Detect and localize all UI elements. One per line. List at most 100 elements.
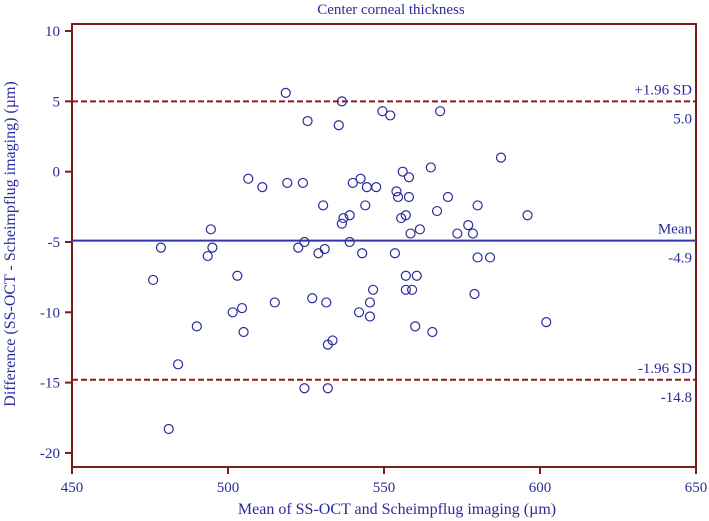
data-point xyxy=(405,228,416,239)
data-point xyxy=(541,317,552,328)
data-point xyxy=(403,191,415,203)
data-point xyxy=(427,326,438,338)
data-point xyxy=(327,335,338,346)
data-point xyxy=(282,177,293,189)
y-tick-label: -20 xyxy=(40,446,60,462)
data-point xyxy=(377,106,388,117)
data-point xyxy=(353,307,365,318)
data-point xyxy=(318,200,329,211)
data-point xyxy=(495,152,507,163)
data-point xyxy=(397,166,408,177)
data-point xyxy=(269,297,280,308)
data-point xyxy=(344,210,355,221)
data-point xyxy=(364,297,376,308)
data-point xyxy=(391,186,402,197)
data-point xyxy=(299,383,310,394)
data-point xyxy=(336,96,347,107)
data-point xyxy=(400,210,411,221)
y-axis-label: Difference (SS-OCT - Scheimpflug imaging… xyxy=(2,81,19,406)
data-point xyxy=(522,210,533,221)
data-point xyxy=(452,228,463,239)
y-tick-label: 10 xyxy=(45,24,60,40)
x-tick-label: 450 xyxy=(61,480,84,496)
data-point xyxy=(227,307,238,318)
data-point xyxy=(238,326,249,338)
x-tick-label: 550 xyxy=(373,480,396,496)
data-point xyxy=(467,228,479,239)
data-point xyxy=(313,248,324,259)
data-point xyxy=(435,106,446,117)
plot-area: 10 5 0 -5 -10 -15 -20 450 500 550 600 650 +1.96 SD 5.… xyxy=(40,23,708,496)
data-point xyxy=(367,284,379,295)
data-point xyxy=(355,173,366,184)
data-point xyxy=(472,200,483,211)
y-tick-label: 5 xyxy=(53,94,61,110)
data-point xyxy=(484,252,496,263)
data-point xyxy=(155,242,167,253)
data-point xyxy=(347,177,358,189)
data-point xyxy=(385,110,396,121)
data-point xyxy=(406,284,418,295)
data-point xyxy=(389,248,401,259)
chart-title: Center corneal thickness xyxy=(317,2,465,18)
data-point xyxy=(163,423,174,435)
data-point xyxy=(411,270,422,281)
reference-line-value: -4.9 xyxy=(668,251,692,267)
data-point xyxy=(344,236,355,248)
data-point xyxy=(321,297,332,308)
data-point xyxy=(360,200,371,211)
y-tick-label: 0 xyxy=(53,165,61,181)
data-point xyxy=(403,172,415,183)
data-point xyxy=(280,87,291,99)
data-point xyxy=(202,250,213,262)
x-tick-label: 650 xyxy=(685,480,708,496)
data-point xyxy=(307,293,318,304)
data-point xyxy=(293,242,304,253)
reference-line-value: 5.0 xyxy=(673,111,692,127)
x-tick-label: 600 xyxy=(529,480,552,496)
data-point xyxy=(333,120,344,131)
data-point xyxy=(148,274,159,286)
data-point xyxy=(297,177,308,189)
data-point xyxy=(236,302,248,314)
data-point xyxy=(336,218,347,229)
data-point xyxy=(400,284,411,295)
reference-line-name: +1.96 SD xyxy=(634,82,692,98)
reference-line-value: -14.8 xyxy=(661,390,692,406)
data-point xyxy=(364,311,376,322)
data-point xyxy=(205,224,216,235)
data-point xyxy=(207,242,218,253)
data-point xyxy=(425,162,436,173)
data-point xyxy=(442,191,454,203)
data-point xyxy=(392,191,404,203)
data-point xyxy=(357,248,368,259)
data-point xyxy=(257,182,268,193)
data-point xyxy=(410,321,421,332)
data-point xyxy=(431,205,443,217)
data-point xyxy=(232,270,243,281)
reference-line-name: -1.96 SD xyxy=(638,361,692,377)
reference-line-name: Mean xyxy=(658,222,693,238)
data-point xyxy=(469,288,480,300)
data-point xyxy=(414,224,425,235)
data-point xyxy=(338,212,349,224)
data-point xyxy=(322,383,333,394)
y-tick-label: -15 xyxy=(40,376,60,392)
data-point xyxy=(371,182,382,193)
data-point xyxy=(302,115,313,127)
data-point xyxy=(319,243,330,255)
data-point xyxy=(472,252,483,263)
data-point xyxy=(243,173,254,184)
data-point xyxy=(191,321,202,332)
x-axis-label: Mean of SS-OCT and Scheimpflug imaging (… xyxy=(238,501,556,518)
data-point xyxy=(299,236,310,248)
x-tick-label: 500 xyxy=(217,480,240,496)
y-tick-label: -10 xyxy=(40,305,60,321)
y-tick-label: -5 xyxy=(48,235,61,251)
data-point xyxy=(400,270,411,281)
data-point xyxy=(463,220,474,231)
data-point xyxy=(172,359,184,370)
plot-frame xyxy=(71,23,697,468)
data-point xyxy=(361,182,372,193)
